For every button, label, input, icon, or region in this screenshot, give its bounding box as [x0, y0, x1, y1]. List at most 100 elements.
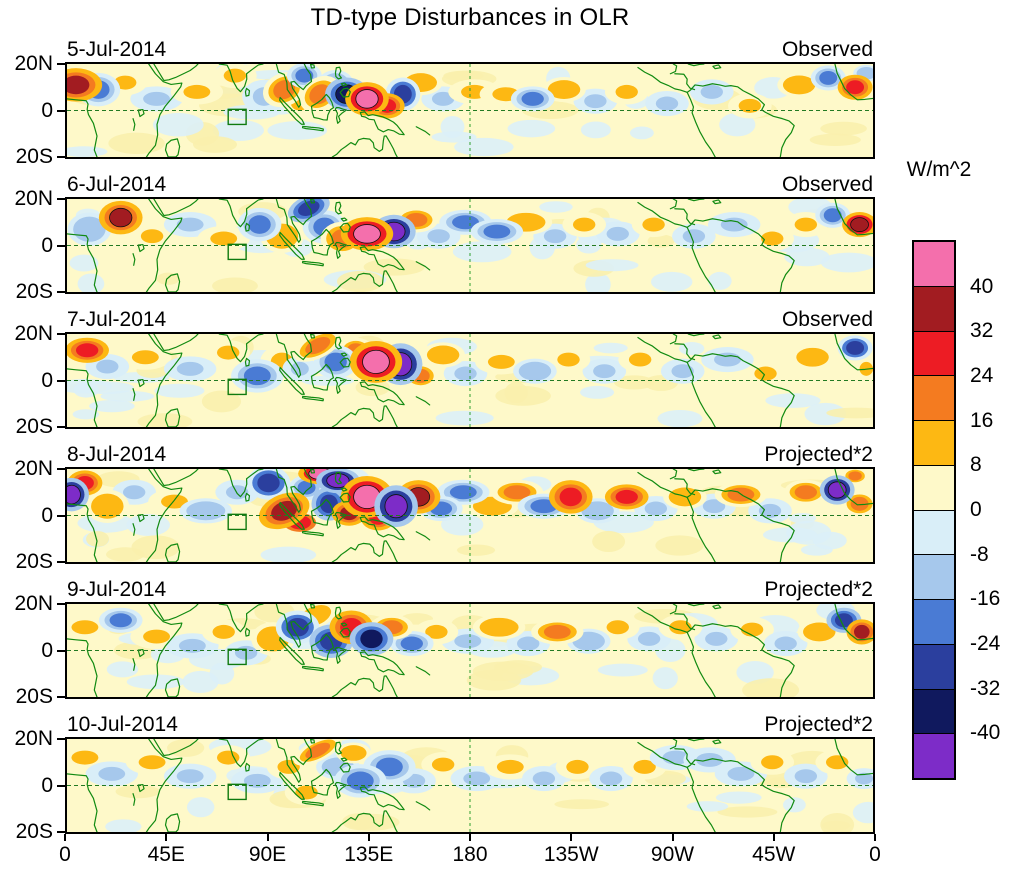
anomaly-blob	[213, 64, 257, 89]
y-axis-tick-label: 20N	[14, 52, 53, 75]
anomaly-blob	[604, 484, 649, 510]
coastline-path	[138, 380, 144, 387]
anomaly-blob	[777, 72, 821, 98]
anomaly-blob	[790, 344, 835, 370]
coastline-path	[280, 772, 305, 799]
coastline-path	[360, 382, 404, 405]
texture-blob	[454, 137, 514, 157]
anomaly-blob	[246, 469, 291, 500]
coastline-path	[311, 334, 315, 337]
y-axis-tick	[57, 561, 65, 563]
coastline-path	[276, 199, 311, 242]
coastline-path	[335, 242, 346, 258]
figure-title: TD-type Disturbances in OLR	[310, 4, 630, 31]
panel-date-label: 5-Jul-2014	[67, 38, 167, 61]
panel-block: 6-Jul-2014 Observed 20N 0 20S	[14, 171, 875, 303]
texture-blob	[789, 513, 817, 524]
colorbar-tick-label: 24	[970, 364, 994, 387]
coastline-path	[360, 787, 404, 810]
coastline-path	[688, 64, 704, 66]
panel-header: 8-Jul-2014 Projected*2	[65, 441, 875, 467]
coastline-path	[332, 271, 397, 292]
coastline-path	[276, 64, 311, 107]
anomaly-blob	[548, 480, 593, 514]
coastline-path	[154, 739, 198, 756]
coastline-path	[133, 389, 135, 401]
texture-blob	[614, 375, 655, 390]
coastline-path	[835, 64, 873, 100]
anomaly-blob	[125, 749, 179, 775]
texture-blob	[592, 530, 626, 553]
coastline-path	[335, 647, 346, 663]
anomaly-blob	[701, 347, 754, 373]
colorbar-tick-label: 0	[970, 498, 982, 521]
anomaly-blob	[562, 212, 607, 238]
coastline-path	[670, 199, 676, 209]
map-panel: 20N 0 20S	[14, 322, 875, 438]
coastline-path	[280, 232, 305, 259]
coastline-path	[713, 740, 721, 744]
colorbar-band	[914, 286, 954, 332]
coastline-path	[245, 493, 249, 501]
x-axis-tick-label: 135W	[543, 843, 599, 866]
y-axis-tick	[57, 784, 65, 787]
anomaly-blob	[349, 622, 394, 656]
panel-block: 7-Jul-2014 Observed 20N 0 20S	[14, 306, 875, 438]
colorbar-tick-label: 8	[970, 453, 982, 477]
texture-blob	[554, 799, 609, 810]
anomaly-blob	[837, 74, 873, 100]
texture-blob	[431, 131, 477, 143]
colorbar-band	[914, 465, 954, 511]
anomaly-blob	[618, 347, 662, 373]
coastline-path	[687, 759, 794, 832]
x-axis-tick-label: 180	[452, 843, 488, 866]
x-axis-tick	[165, 834, 168, 841]
coastline-path	[219, 64, 263, 92]
coastline-path	[311, 739, 315, 742]
coastline-path	[416, 802, 429, 810]
anomaly-blob	[730, 617, 774, 643]
panel-source-label: Projected*2	[764, 443, 873, 466]
coastline-path	[360, 652, 404, 675]
coastline-path	[713, 65, 721, 69]
coastline-path	[335, 742, 341, 754]
anomaly-blob	[284, 779, 329, 806]
coastline-path	[303, 666, 324, 670]
colorbar-tick-label: 32	[970, 319, 994, 343]
coastline-path	[335, 607, 341, 619]
coastline-path	[340, 358, 350, 367]
coastline-path	[146, 64, 181, 157]
texture-blob	[708, 271, 732, 290]
region-marker-box	[228, 244, 246, 259]
coastline-path	[360, 247, 404, 270]
panel-source-label: Observed	[781, 173, 873, 196]
coastline-path	[675, 749, 695, 765]
y-axis-tick	[57, 603, 65, 605]
anomaly-blob	[582, 358, 627, 384]
y-axis-tick-label: 0	[41, 233, 53, 257]
coastline-path	[670, 64, 676, 74]
coastline-path	[335, 67, 341, 79]
y-axis-tick-label: 20S	[15, 820, 53, 843]
y-axis-tick	[57, 696, 65, 698]
coastline-path	[311, 64, 315, 67]
anomaly-blob	[85, 761, 138, 787]
anomaly-blob	[627, 626, 671, 652]
panel-source-label: Projected*2	[764, 578, 873, 601]
texture-blob	[363, 258, 425, 276]
texture-blob	[820, 252, 873, 273]
coastline-path	[670, 604, 676, 614]
colorbar-tick-label: 16	[970, 408, 994, 432]
coastline-path	[303, 261, 324, 265]
anomaly-blob	[819, 475, 855, 505]
anomaly-blob	[472, 614, 526, 640]
x-axis-tick	[772, 834, 775, 841]
texture-blob	[652, 667, 678, 690]
texture-blob	[73, 382, 99, 398]
anomaly-blob	[85, 489, 130, 523]
colorbar-band	[914, 600, 954, 645]
coastline-path	[638, 67, 687, 92]
y-axis-tick-label: 0	[41, 773, 53, 797]
panel-block: 9-Jul-2014 Projected*2 20N 0 20S	[14, 576, 875, 708]
